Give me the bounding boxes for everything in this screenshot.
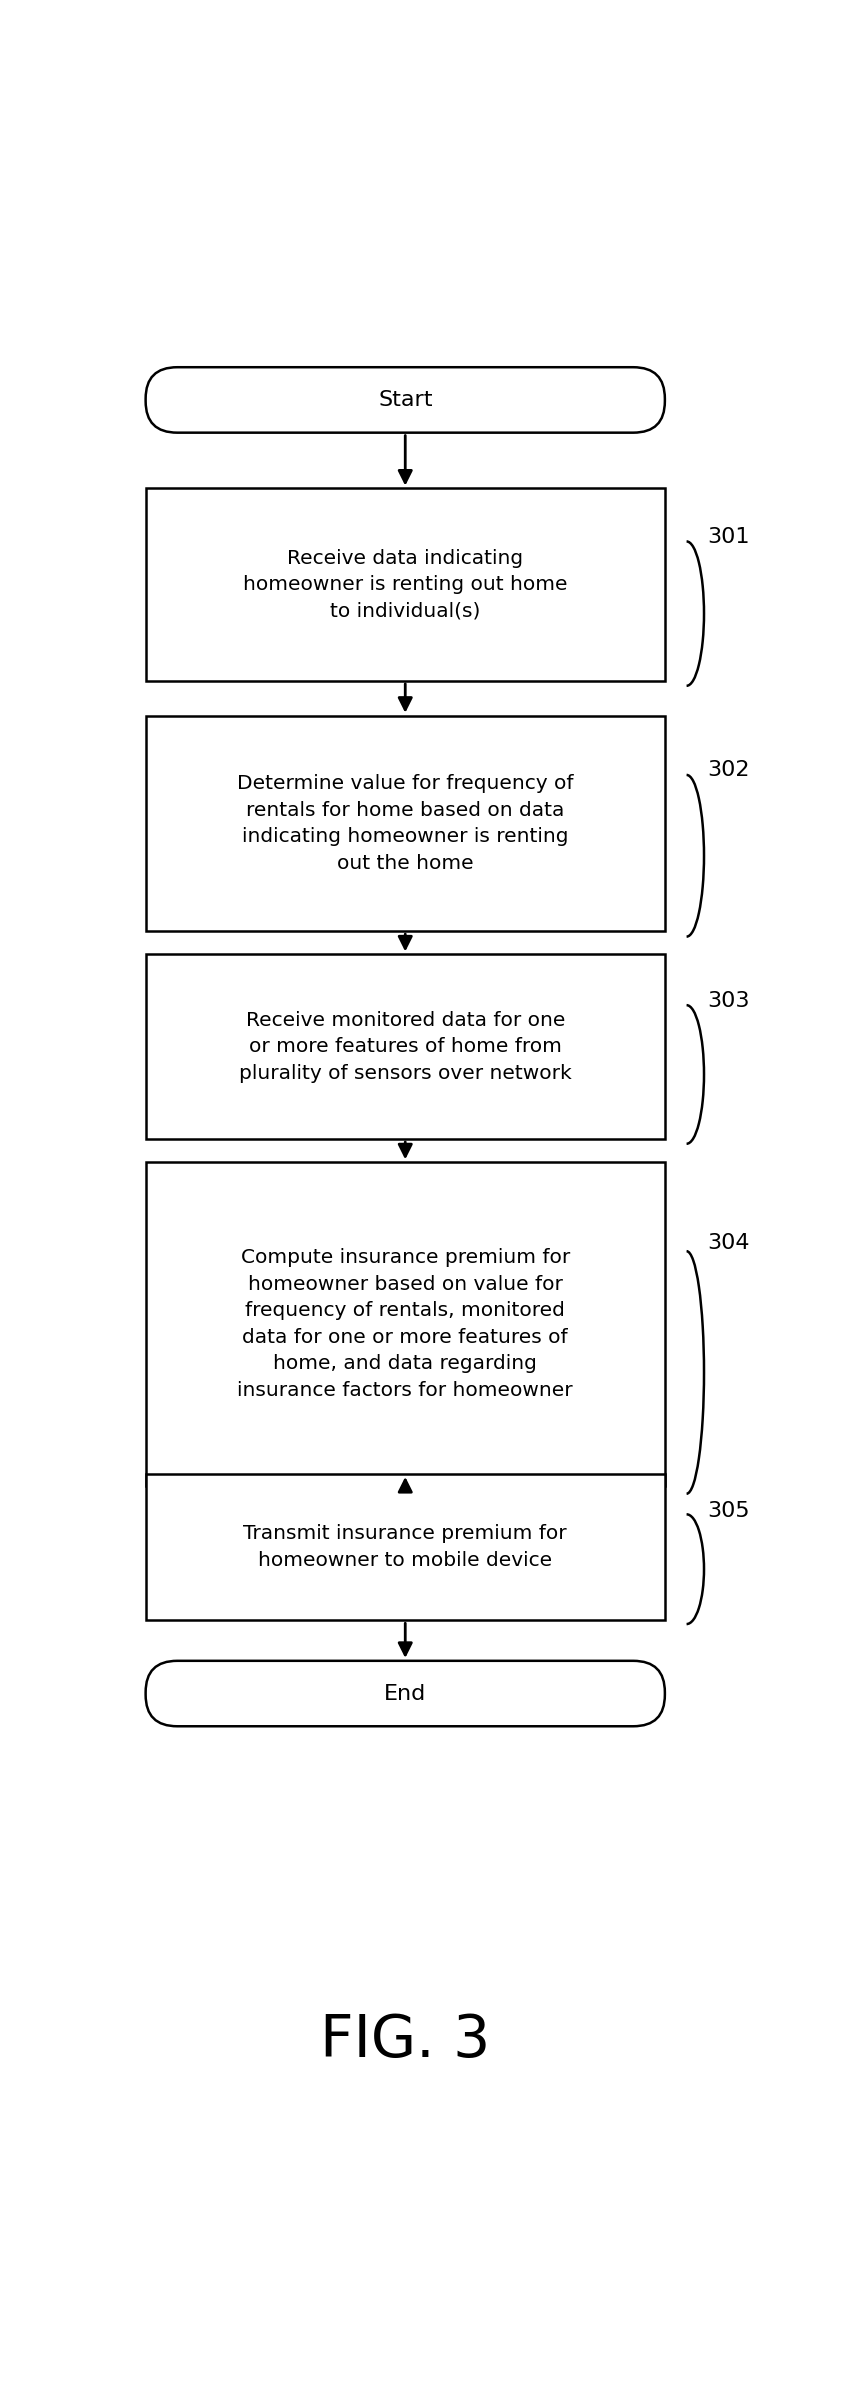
FancyBboxPatch shape (145, 1162, 665, 1486)
Text: 303: 303 (707, 990, 750, 1011)
FancyBboxPatch shape (145, 489, 665, 680)
FancyBboxPatch shape (145, 1660, 665, 1725)
Text: 301: 301 (707, 527, 750, 546)
Text: Receive monitored data for one
or more features of home from
plurality of sensor: Receive monitored data for one or more f… (239, 1011, 572, 1083)
Text: Compute insurance premium for
homeowner based on value for
frequency of rentals,: Compute insurance premium for homeowner … (238, 1248, 573, 1399)
Text: Transmit insurance premium for
homeowner to mobile device: Transmit insurance premium for homeowner… (244, 1524, 567, 1569)
Text: Start: Start (378, 391, 433, 410)
Text: End: End (384, 1684, 427, 1704)
FancyBboxPatch shape (145, 954, 665, 1138)
Text: 302: 302 (707, 760, 750, 779)
FancyBboxPatch shape (145, 367, 665, 434)
Text: 305: 305 (707, 1500, 750, 1521)
Text: Receive data indicating
homeowner is renting out home
to individual(s): Receive data indicating homeowner is ren… (243, 549, 568, 621)
FancyBboxPatch shape (145, 716, 665, 932)
Text: 304: 304 (707, 1234, 750, 1253)
FancyBboxPatch shape (145, 1474, 665, 1620)
Text: FIG. 3: FIG. 3 (320, 2013, 491, 2068)
Text: Determine value for frequency of
rentals for home based on data
indicating homeo: Determine value for frequency of rentals… (237, 774, 574, 872)
